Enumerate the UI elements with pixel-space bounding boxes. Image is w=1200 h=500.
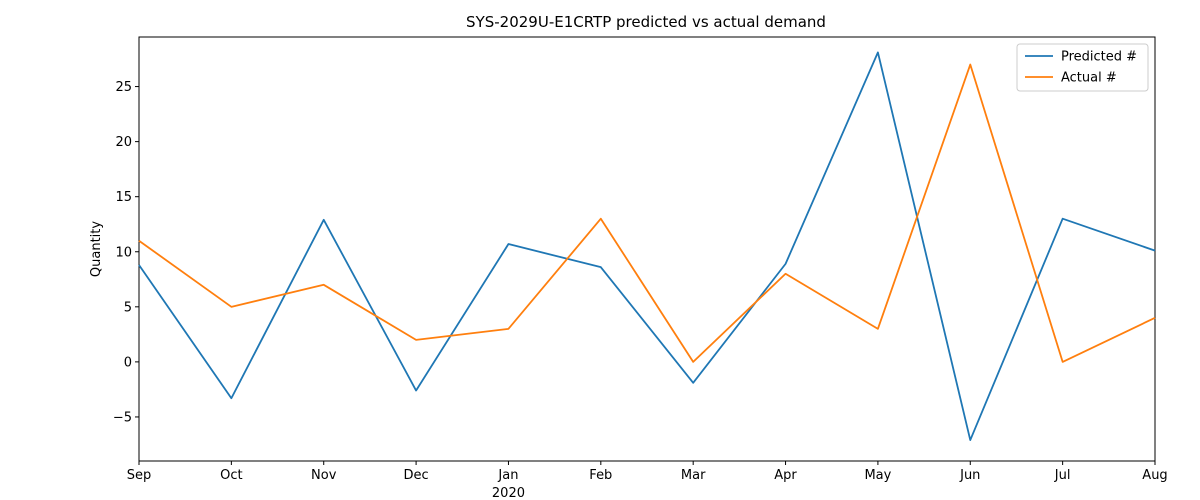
y-tick-label: 0 <box>124 355 132 370</box>
x-tick-label: Dec <box>404 468 429 483</box>
y-tick-label: 10 <box>115 245 132 260</box>
y-tick-label: 5 <box>124 300 132 315</box>
y-tick-label: 25 <box>115 80 132 95</box>
x-tick-label: Feb <box>589 468 612 483</box>
y-axis-title: Quantity <box>89 221 104 277</box>
legend: Predicted # Actual # <box>1016 43 1149 92</box>
x-tick-label: Jan <box>497 468 518 483</box>
chart-title: SYS-2029U-E1CRTP predicted vs actual dem… <box>466 13 826 31</box>
x-tick-label: Oct <box>220 468 242 483</box>
x-tick-label: Apr <box>774 468 797 483</box>
y-tick-label: 15 <box>115 190 132 205</box>
x-tick-sublabel: 2020 <box>492 486 525 500</box>
x-tick-label: Sep <box>127 468 152 483</box>
plot-area-frame <box>138 36 1156 462</box>
y-tick-label: −5 <box>113 410 132 425</box>
x-tick-label: Jun <box>959 468 980 483</box>
y-tick-label: 20 <box>115 135 132 150</box>
legend-label: Predicted # <box>1061 50 1137 65</box>
x-tick-label: Mar <box>681 468 706 483</box>
x-tick-label: Nov <box>311 468 337 483</box>
series-line-predicted <box>138 51 1156 441</box>
series-line-actual <box>138 63 1156 363</box>
x-tick-label: Jul <box>1054 468 1071 483</box>
x-tick-label: May <box>864 468 891 483</box>
legend-label: Actual # <box>1061 71 1117 86</box>
x-tick-label: Aug <box>1142 468 1167 483</box>
